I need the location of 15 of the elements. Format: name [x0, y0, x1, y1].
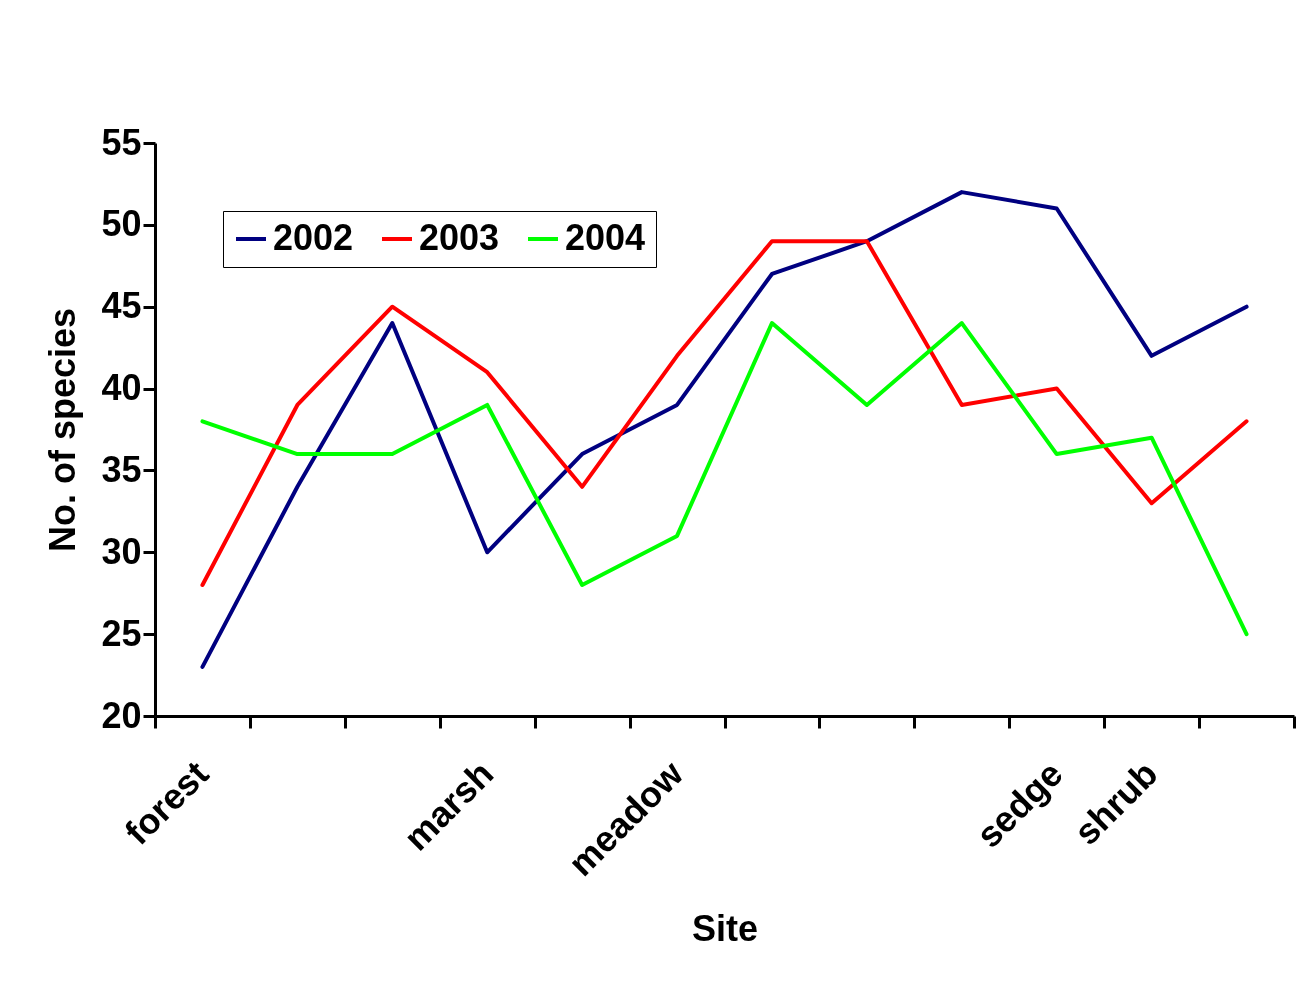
y-tick-label: 45 [101, 285, 142, 327]
y-tick-label: 55 [101, 121, 142, 163]
y-tick-label: 35 [101, 448, 142, 490]
legend-label: 2003 [419, 217, 500, 258]
y-tick-label: 40 [101, 367, 142, 409]
x-axis-title: Site [691, 908, 759, 950]
y-tick-label: 20 [101, 694, 142, 736]
y-tick-label: 25 [101, 612, 142, 654]
line-series [200, 190, 1249, 669]
y-axis-title: No. of species [42, 307, 84, 553]
y-tick-label: 50 [101, 203, 142, 245]
line-series [200, 321, 1249, 637]
legend-label: 2004 [565, 217, 646, 258]
y-tick-label: 30 [101, 530, 142, 572]
legend-label: 2002 [273, 217, 354, 258]
